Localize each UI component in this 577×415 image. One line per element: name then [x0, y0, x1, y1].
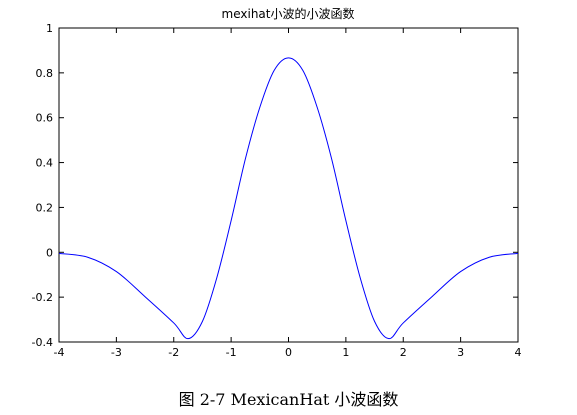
x-tick-label: 0 — [285, 346, 292, 359]
x-tick-label: 2 — [400, 346, 407, 359]
chart-title: mexihat小波的小波函数 — [222, 6, 355, 21]
y-tick-label: 0 — [46, 246, 53, 259]
y-tick-label: 0.6 — [36, 112, 54, 125]
plot-frame — [58, 27, 519, 343]
series-line — [58, 57, 519, 340]
y-tick-label: -0.2 — [32, 291, 53, 304]
y-tick-label: 0.2 — [36, 201, 54, 214]
x-tick-label: -2 — [168, 346, 179, 359]
y-tick-label: -0.4 — [32, 336, 53, 349]
x-tick-label: 1 — [342, 346, 349, 359]
y-tick-label: 0.4 — [36, 157, 54, 170]
x-tick-label: 4 — [515, 346, 522, 359]
x-tick-label: -3 — [111, 346, 122, 359]
figure-caption: 图 2-7 MexicanHat 小波函数 — [178, 390, 399, 409]
x-tick-label: 3 — [457, 346, 464, 359]
x-tick-label: -4 — [54, 346, 65, 359]
y-tick-label: 1 — [46, 22, 53, 35]
x-tick-label: -1 — [226, 346, 237, 359]
y-tick-label: 0.8 — [36, 67, 54, 80]
